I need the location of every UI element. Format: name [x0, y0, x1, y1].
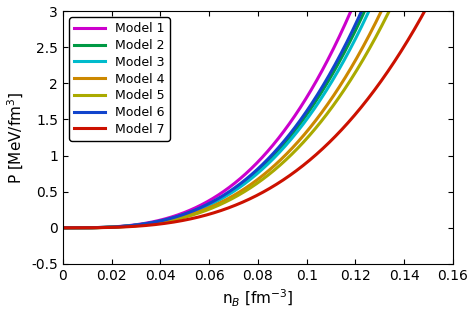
Model 1 — [68, 226, 74, 230]
Model 3 — [232, 189, 238, 192]
Legend: Model 1, Model 2, Model 3, Model 4, Model 5, Model 6, Model 7: Model 1, Model 2, Model 3, Model 4, Mode… — [69, 17, 170, 141]
Model 7 — [218, 209, 224, 212]
Line: Model 3: Model 3 — [63, 0, 453, 228]
Model 7 — [68, 226, 74, 230]
Model 2 — [365, 3, 370, 7]
Model 4 — [100, 226, 106, 229]
Model 7 — [100, 226, 106, 230]
Line: Model 1: Model 1 — [63, 0, 453, 228]
Model 4 — [328, 97, 334, 101]
Model 5 — [328, 106, 334, 110]
Model 7 — [60, 226, 66, 230]
Model 6 — [68, 226, 74, 230]
Model 3 — [100, 226, 106, 229]
Model 6 — [328, 70, 334, 73]
Model 5 — [365, 50, 370, 54]
Model 2 — [68, 226, 74, 230]
Model 1 — [60, 226, 66, 230]
X-axis label: n$_B$ [fm$^{-3}$]: n$_B$ [fm$^{-3}$] — [222, 288, 294, 309]
Model 5 — [372, 37, 377, 41]
Model 3 — [218, 197, 224, 201]
Model 1 — [232, 181, 238, 185]
Model 2 — [100, 226, 106, 229]
Model 3 — [365, 12, 370, 16]
Model 2 — [328, 74, 334, 78]
Model 4 — [68, 226, 74, 230]
Line: Model 7: Model 7 — [63, 0, 453, 228]
Model 4 — [218, 200, 224, 204]
Model 1 — [218, 191, 224, 195]
Line: Model 6: Model 6 — [63, 0, 453, 228]
Model 5 — [218, 202, 224, 206]
Model 5 — [232, 195, 238, 199]
Line: Model 5: Model 5 — [63, 0, 453, 228]
Model 3 — [328, 81, 334, 84]
Model 7 — [232, 203, 238, 207]
Model 7 — [328, 139, 334, 142]
Model 4 — [232, 193, 238, 197]
Model 1 — [100, 226, 106, 229]
Y-axis label: P [MeV/fm$^{3}$]: P [MeV/fm$^{3}$] — [6, 91, 26, 184]
Model 4 — [365, 37, 370, 40]
Model 2 — [60, 226, 66, 230]
Model 6 — [60, 226, 66, 230]
Model 4 — [60, 226, 66, 230]
Model 3 — [68, 226, 74, 230]
Model 5 — [60, 226, 66, 230]
Model 6 — [218, 195, 224, 199]
Model 2 — [232, 187, 238, 191]
Model 7 — [365, 97, 370, 101]
Model 4 — [372, 23, 377, 27]
Model 5 — [100, 226, 106, 229]
Model 1 — [328, 51, 334, 55]
Line: Model 2: Model 2 — [63, 0, 453, 228]
Model 7 — [372, 88, 377, 92]
Model 6 — [232, 186, 238, 190]
Model 2 — [218, 196, 224, 200]
Line: Model 4: Model 4 — [63, 0, 453, 228]
Model 5 — [68, 226, 74, 230]
Model 3 — [372, 0, 377, 1]
Model 3 — [60, 226, 66, 230]
Model 6 — [100, 226, 106, 229]
